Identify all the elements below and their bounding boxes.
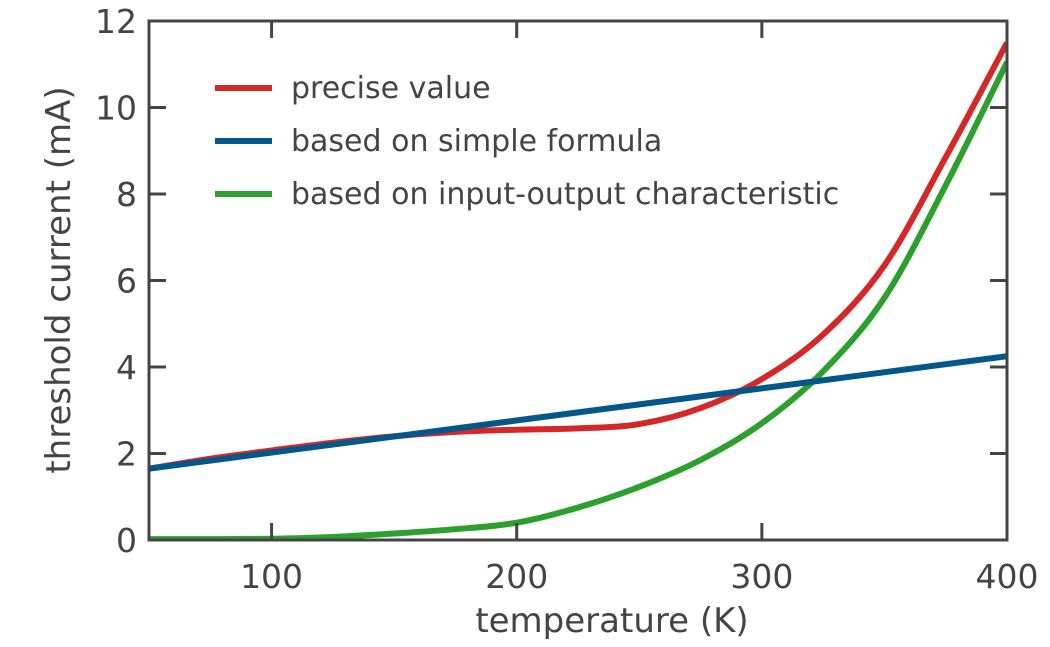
x-tick-label: 200 <box>485 557 548 596</box>
series-line-2 <box>149 60 1007 540</box>
y-tick-label: 4 <box>116 348 137 387</box>
x-tick-label: 300 <box>730 557 793 596</box>
plot-frame <box>147 19 1009 542</box>
x-axis-label: temperature (K) <box>475 601 748 641</box>
series-line-0 <box>149 41 1007 472</box>
legend-entry: based on input-output characteristic <box>291 177 839 212</box>
legend-entry: precise value <box>291 71 491 106</box>
y-tick-label: 8 <box>116 175 137 214</box>
y-tick-label: 0 <box>116 521 137 560</box>
y-tick-label: 2 <box>116 435 137 474</box>
x-tick-label: 100 <box>240 557 303 596</box>
y-tick-label: 6 <box>116 262 137 301</box>
y-tick-label: 10 <box>95 89 137 128</box>
y-tick-label: 12 <box>95 2 137 41</box>
legend-entry: based on simple formula <box>291 124 662 159</box>
y-axis-label: threshold current (mA) <box>39 86 79 473</box>
x-tick-label: 400 <box>976 557 1039 596</box>
series-line-1 <box>149 353 1007 472</box>
legend: precise value based on simple formula base… <box>215 71 839 212</box>
